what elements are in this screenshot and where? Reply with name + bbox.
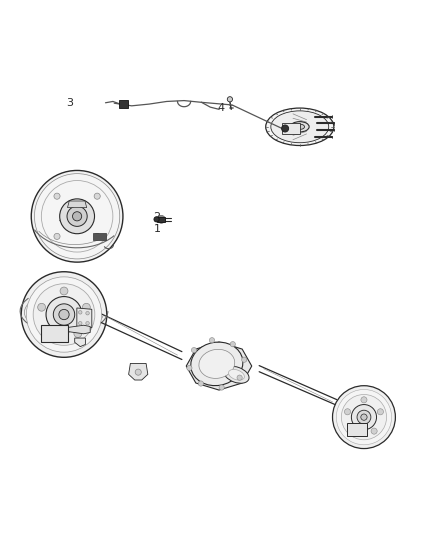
Circle shape [209, 337, 215, 343]
Polygon shape [129, 364, 148, 380]
Circle shape [33, 284, 95, 345]
Circle shape [94, 193, 100, 199]
Circle shape [351, 428, 357, 434]
Circle shape [187, 366, 192, 370]
Circle shape [198, 381, 204, 386]
Text: 3: 3 [66, 98, 73, 108]
Circle shape [135, 369, 141, 375]
Circle shape [74, 329, 82, 337]
Circle shape [67, 206, 87, 227]
Circle shape [35, 174, 120, 259]
Circle shape [54, 233, 60, 239]
Circle shape [53, 304, 75, 325]
Circle shape [26, 277, 102, 352]
Text: 4: 4 [218, 103, 225, 114]
Polygon shape [156, 217, 165, 222]
Circle shape [361, 397, 367, 403]
Circle shape [157, 215, 165, 223]
Polygon shape [347, 423, 367, 436]
Polygon shape [119, 100, 128, 108]
Circle shape [332, 386, 396, 449]
Ellipse shape [266, 108, 334, 146]
Circle shape [336, 390, 392, 445]
Circle shape [86, 311, 89, 315]
Circle shape [237, 375, 242, 380]
Polygon shape [93, 233, 106, 240]
Circle shape [94, 233, 100, 239]
Circle shape [21, 272, 107, 357]
Circle shape [378, 409, 383, 415]
Polygon shape [68, 325, 90, 334]
Circle shape [60, 287, 68, 295]
Circle shape [54, 193, 60, 199]
Circle shape [344, 409, 350, 415]
Circle shape [351, 405, 377, 430]
Circle shape [230, 342, 235, 347]
Circle shape [242, 357, 247, 362]
Text: 2: 2 [153, 212, 161, 222]
Circle shape [46, 329, 54, 337]
Circle shape [38, 303, 46, 311]
Ellipse shape [229, 369, 244, 380]
Polygon shape [67, 201, 87, 207]
Circle shape [31, 171, 123, 262]
Circle shape [86, 321, 89, 325]
Ellipse shape [295, 124, 304, 130]
Circle shape [282, 125, 289, 132]
Circle shape [78, 311, 82, 314]
Circle shape [78, 321, 82, 325]
Polygon shape [41, 325, 68, 342]
Polygon shape [75, 338, 85, 346]
Circle shape [154, 217, 159, 222]
Circle shape [371, 428, 377, 434]
Circle shape [73, 212, 81, 221]
Circle shape [341, 394, 387, 440]
Polygon shape [186, 342, 252, 390]
Circle shape [227, 96, 233, 102]
Ellipse shape [191, 342, 243, 386]
Ellipse shape [271, 111, 329, 143]
Circle shape [361, 414, 367, 421]
Circle shape [357, 410, 371, 424]
Polygon shape [77, 308, 92, 328]
Circle shape [82, 303, 90, 311]
Text: 1: 1 [153, 223, 160, 233]
Ellipse shape [290, 122, 309, 132]
Ellipse shape [199, 349, 235, 378]
Circle shape [191, 348, 197, 353]
Ellipse shape [224, 366, 249, 383]
Polygon shape [360, 431, 367, 436]
Circle shape [60, 199, 95, 233]
Circle shape [46, 296, 82, 333]
Polygon shape [282, 123, 300, 134]
Circle shape [219, 385, 224, 390]
Circle shape [59, 309, 69, 320]
